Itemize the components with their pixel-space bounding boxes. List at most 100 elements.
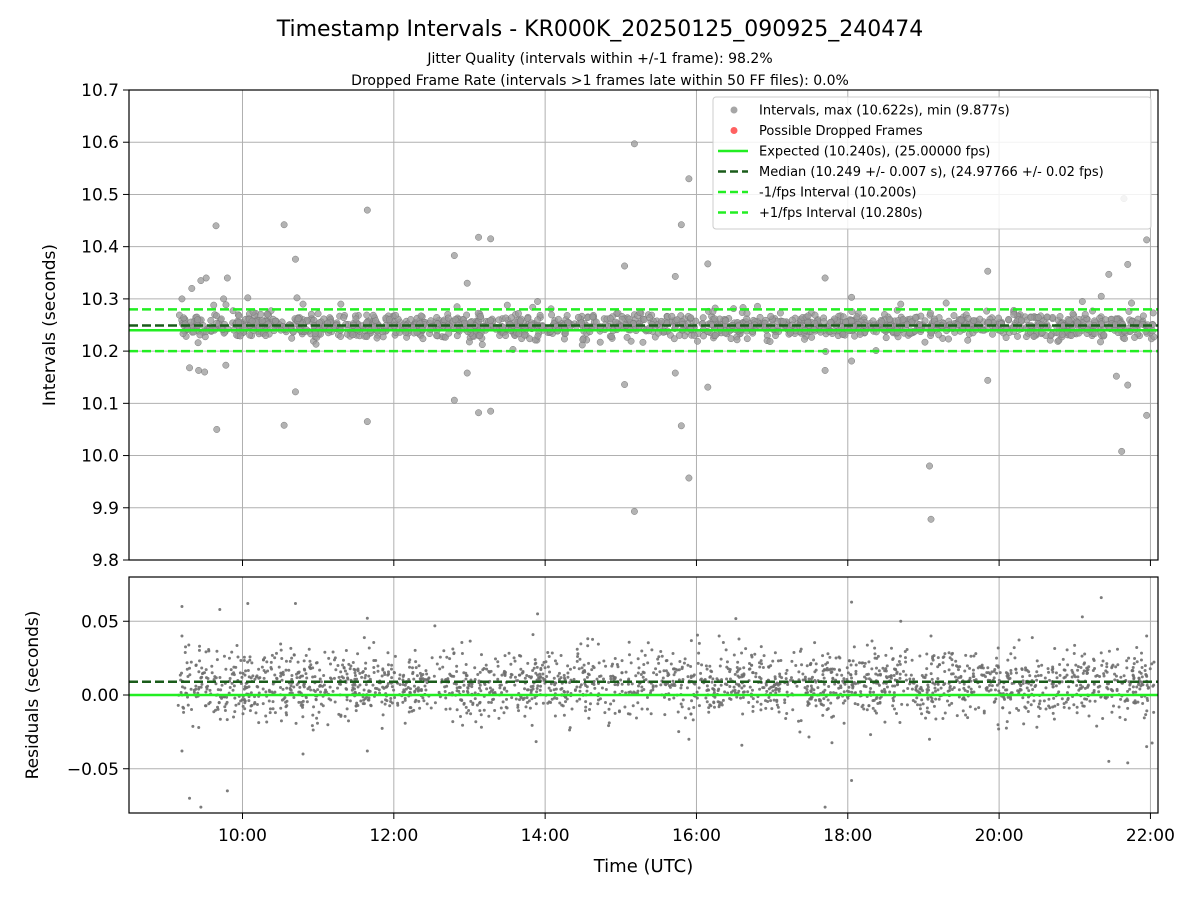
interval-point [529,676,533,680]
interval-point [602,677,606,681]
interval-point [711,677,715,681]
interval-point [574,313,582,321]
interval-point [433,332,440,340]
interval-point [783,698,787,702]
interval-point [498,683,502,687]
interval-point [429,706,433,710]
interval-point [636,689,640,693]
interval-point [918,654,922,658]
interval-point [514,697,518,701]
interval-point [473,677,477,681]
interval-point [1082,662,1086,666]
interval-point [885,685,889,689]
interval-point [613,711,617,715]
outlier-point [717,634,721,638]
interval-point [183,651,187,655]
interval-point [584,700,588,704]
interval-point [785,690,789,694]
interval-point [265,720,269,724]
plot-frame [128,89,1159,561]
interval-point [563,312,571,319]
interval-point [869,686,873,690]
interval-point [707,710,711,714]
outlier-point [1143,236,1151,244]
interval-point [1030,332,1038,340]
interval-point [1057,690,1061,694]
interval-point [742,690,746,694]
interval-point [921,317,929,325]
interval-point [333,700,337,704]
interval-point [423,678,427,682]
interval-point [641,670,645,674]
interval-point [613,657,617,661]
interval-point [785,711,789,715]
interval-point [408,658,412,662]
interval-point [1105,682,1109,686]
interval-point [417,699,421,703]
interval-point [1027,670,1031,674]
interval-point [854,669,858,673]
interval-point [1083,686,1087,690]
interval-point [1123,718,1127,722]
interval-point [1001,706,1005,710]
interval-point [968,705,972,709]
interval-point [186,695,189,699]
interval-point [1133,656,1137,660]
interval-point [837,655,841,659]
interval-point [1085,697,1089,701]
interval-point [657,661,661,665]
interval-point [580,666,584,670]
interval-point [822,676,826,680]
interval-point [1144,673,1148,677]
interval-point [220,696,224,700]
interval-point [389,667,393,671]
interval-point [197,670,201,674]
legend-label: Possible Dropped Frames [759,124,923,139]
interval-point [898,721,902,725]
interval-point [929,662,933,666]
interval-point [812,658,816,662]
interval-point [659,683,663,687]
interval-point [182,710,186,714]
interval-point [451,647,455,651]
interval-point [595,677,599,681]
interval-point [607,724,611,728]
outlier-point [475,233,483,241]
interval-point [1122,674,1126,678]
interval-point [771,689,775,693]
interval-point [758,675,762,679]
interval-point [270,667,274,671]
interval-point [728,684,732,688]
interval-point [941,716,945,720]
interval-point [775,700,779,704]
interval-point [463,311,471,319]
chart-subtitle-line-1: Jitter Quality (intervals within +/-1 fr… [426,51,772,67]
interval-point [1014,671,1018,675]
interval-point [654,684,658,688]
interval-point [530,723,534,727]
interval-point [489,669,493,673]
interval-point [908,677,912,681]
interval-point [1076,675,1080,679]
interval-point [1066,698,1070,702]
interval-point [555,697,559,701]
interval-point [659,650,663,654]
interval-point [826,652,830,656]
interval-point [676,710,680,714]
interval-point [279,648,283,652]
interval-point [576,655,580,659]
interval-point [294,315,302,323]
interval-point [1052,717,1056,721]
interval-point [712,705,716,709]
interval-point [473,691,477,695]
interval-point [822,697,826,701]
interval-point [457,689,461,693]
interval-point [830,741,834,745]
interval-point [664,669,668,673]
interval-point [608,333,616,340]
interval-point [1065,317,1073,325]
interval-point [555,662,559,666]
outlier-point [1099,596,1103,600]
outlier-point [201,368,209,376]
interval-point [814,668,818,672]
